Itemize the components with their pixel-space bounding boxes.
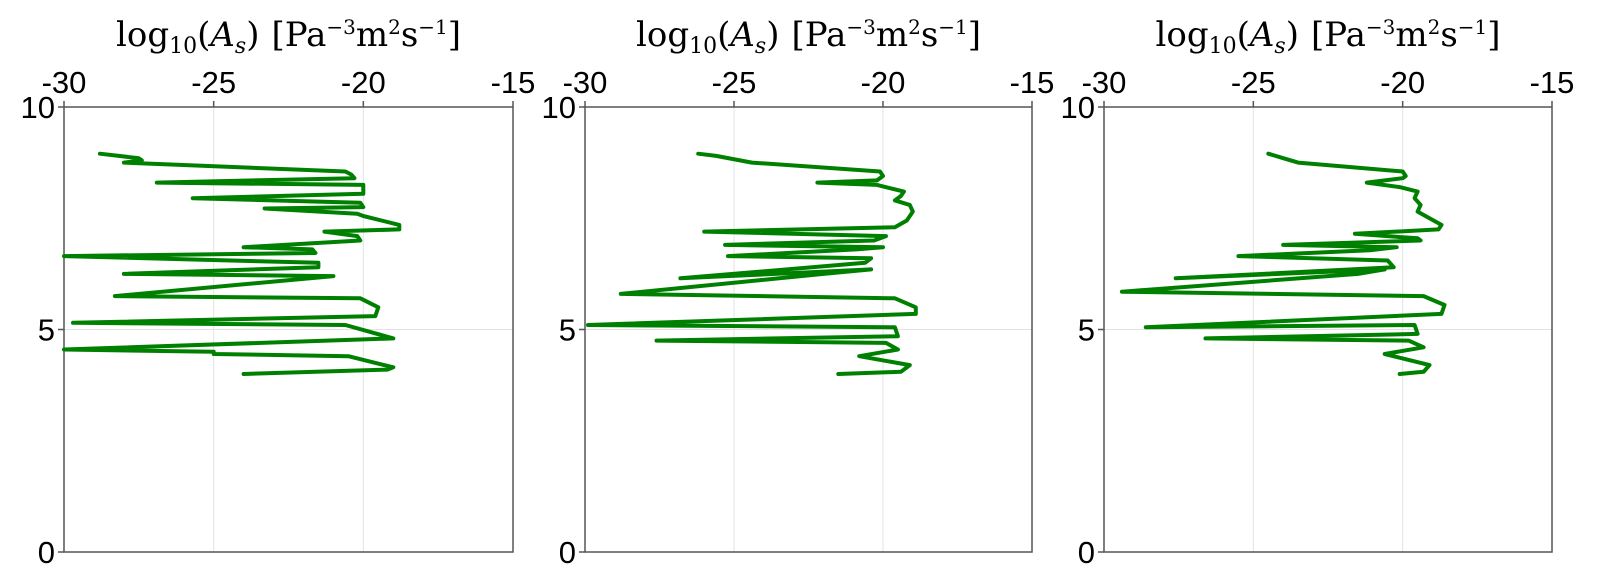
title-part-sup3: −1: [418, 15, 447, 39]
title-part-sub: 10: [1209, 34, 1237, 59]
y-tick-label: 5: [559, 313, 576, 348]
x-tick-label: -30: [42, 65, 87, 100]
title-part-arg: A: [207, 15, 235, 55]
title-part-unit-open: [Pa: [1311, 15, 1366, 55]
title-part-unit-open: [Pa: [271, 15, 326, 55]
title-part-arg: A: [727, 15, 755, 55]
title-part-arg-close: ): [246, 15, 259, 55]
title-part-mid2: s: [401, 15, 418, 55]
x-tick-label: -25: [191, 65, 236, 100]
x-tick-label: -30: [1082, 65, 1127, 100]
title-part-sup2: 2: [388, 15, 401, 39]
title-part-prefix: log: [636, 15, 689, 55]
title-part-arg: A: [1247, 15, 1275, 55]
title-part-arg-sub: s: [1274, 34, 1285, 59]
title-part-sub: 10: [689, 34, 717, 59]
y-tick-label: 10: [1061, 90, 1095, 125]
title-part-arg-close: ): [1286, 15, 1299, 55]
title-part-mid2: s: [921, 15, 938, 55]
x-tick-label: -25: [1231, 65, 1276, 100]
title-part-arg-open: (: [197, 15, 210, 55]
x-axis-title: log10(As) [Pa−3m2s−1]: [1155, 15, 1500, 59]
title-part-unit-close: ]: [1487, 15, 1500, 55]
x-tick-label: -15: [1010, 65, 1055, 100]
title-part-prefix: log: [1155, 15, 1208, 55]
y-tick-label: 5: [1078, 313, 1095, 348]
y-tick-label: 10: [542, 90, 576, 125]
title-part-sup1: −3: [326, 15, 355, 39]
title-part-mid1: m: [876, 15, 908, 55]
series-line: [586, 151, 918, 376]
title-part-sup3: −1: [1458, 15, 1487, 39]
title-part-sup2: 2: [1428, 15, 1441, 39]
title-part-mid1: m: [1395, 15, 1427, 55]
title-part-sup1: −3: [1366, 15, 1395, 39]
title-part-prefix: log: [116, 15, 169, 55]
title-part-mid2: s: [1440, 15, 1457, 55]
x-tick-label: -20: [861, 65, 906, 100]
title-part-sup2: 2: [908, 15, 921, 39]
x-tick-label: -20: [1380, 65, 1425, 100]
title-part-arg-sub: s: [235, 34, 246, 59]
x-tick-label: -30: [563, 65, 608, 100]
y-tick-label: 10: [21, 90, 55, 125]
title-part-arg-open: (: [1237, 15, 1250, 55]
title-part-unit-open: [Pa: [791, 15, 846, 55]
x-axis-title: log10(As) [Pa−3m2s−1]: [116, 15, 461, 59]
title-part-arg-sub: s: [755, 34, 766, 59]
y-tick-label: 0: [38, 535, 55, 570]
y-tick-label: 5: [38, 313, 55, 348]
y-tick-label: 0: [559, 535, 576, 570]
title-part-sup1: −3: [846, 15, 875, 39]
title-part-arg-open: (: [717, 15, 730, 55]
title-part-unit-close: ]: [448, 15, 461, 55]
x-tick-label: -25: [712, 65, 757, 100]
title-part-mid1: m: [356, 15, 388, 55]
x-tick-label: -15: [1530, 65, 1575, 100]
title-part-arg-close: ): [766, 15, 779, 55]
y-tick-label: 0: [1078, 535, 1095, 570]
title-part-sub: 10: [169, 34, 197, 59]
title-part-unit-close: ]: [968, 15, 981, 55]
x-tick-label: -15: [491, 65, 536, 100]
x-axis-title: log10(As) [Pa−3m2s−1]: [636, 15, 981, 59]
title-part-sup3: −1: [938, 15, 967, 39]
series-line: [62, 151, 402, 376]
x-tick-label: -20: [341, 65, 386, 100]
series-line: [1119, 151, 1447, 376]
